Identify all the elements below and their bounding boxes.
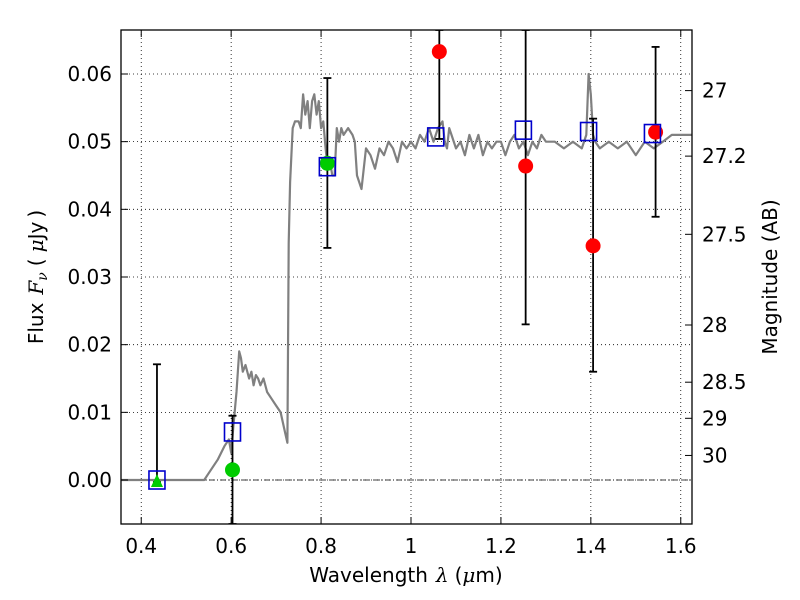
circle-marker (648, 124, 664, 140)
x-tick-label: 0.4 (125, 534, 157, 558)
y2-tick-label: 27.5 (702, 222, 747, 246)
square-marker (223, 422, 242, 442)
x-tick-label: 1.2 (485, 534, 517, 558)
square-marker (514, 120, 533, 140)
square-marker (426, 127, 445, 147)
y2-tick-label: 27.2 (702, 144, 747, 168)
spectrum-line (121, 72, 692, 482)
model-spectrum (121, 72, 692, 482)
x-tick-label: 1.6 (665, 534, 697, 558)
circle-marker (431, 44, 447, 60)
y-tick-label: 0.04 (67, 197, 112, 221)
y-tick-label: 0.02 (67, 333, 112, 357)
square-marker (148, 470, 166, 490)
y2-tick-label: 27 (702, 79, 727, 103)
data-points (148, 44, 664, 490)
axis-ticks (121, 30, 692, 524)
y2-tick-label: 28.5 (702, 370, 747, 394)
x-axis-label: Wavelength λ (μm) (309, 563, 502, 587)
plot-frame (120, 29, 693, 525)
y2-axis-label: Magnitude (AB) (758, 199, 782, 354)
x-tick-label: 0.8 (305, 534, 337, 558)
circle-marker (319, 155, 335, 171)
y2-tick-labels: 27 27.2 27.5 28 28.5 29 30 (702, 79, 747, 468)
y-tick-label: 0.00 (67, 468, 112, 492)
y-tick-label: 0.01 (67, 400, 112, 424)
circle-marker (585, 238, 601, 254)
square-marker (579, 121, 598, 142)
error-bars (152, 30, 660, 524)
triangle-marker (150, 474, 163, 488)
y2-tick-label: 28 (702, 313, 727, 337)
grid (121, 30, 692, 524)
x-tick-labels: 0.4 0.6 0.8 1 1.2 1.4 1.6 (125, 534, 696, 558)
square-marker (318, 156, 337, 177)
y-tick-label: 0.06 (67, 62, 112, 86)
y2-tick-label: 30 (702, 443, 727, 467)
x-tick-label: 0.6 (215, 534, 247, 558)
y-tick-label: 0.05 (67, 130, 112, 154)
x-tick-label: 1 (405, 534, 418, 558)
y-axis-label: FluxFν(μJy) (24, 210, 51, 344)
circle-marker (518, 158, 534, 174)
x-tick-label: 1.4 (575, 534, 607, 558)
square-marker (643, 123, 662, 144)
y2-tick-label: 29 (702, 406, 727, 430)
y-tick-labels: 0.00 0.01 0.02 0.03 0.04 0.05 0.06 (67, 62, 112, 492)
y-tick-label: 0.03 (67, 265, 112, 289)
circle-marker (225, 462, 241, 478)
